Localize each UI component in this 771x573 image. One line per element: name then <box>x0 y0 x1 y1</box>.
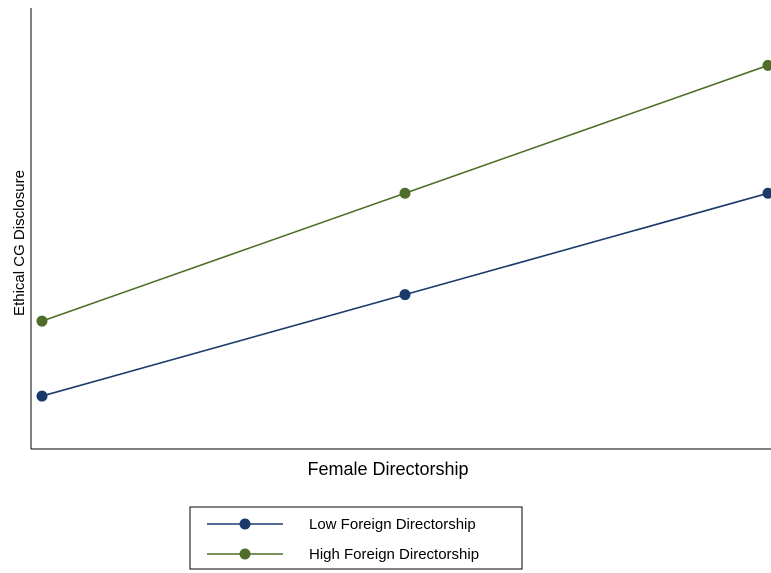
legend-label-low-foreign-directorship: Low Foreign Directorship <box>309 516 476 533</box>
x-axis-label: Female Directorship <box>307 459 468 479</box>
data-point-high-foreign-directorship <box>399 187 411 199</box>
data-point-high-foreign-directorship <box>762 59 771 71</box>
series-layer <box>36 59 771 402</box>
legend-marker-low-foreign-directorship <box>239 518 251 530</box>
legend-label-high-foreign-directorship: High Foreign Directorship <box>309 546 479 563</box>
legend-marker-high-foreign-directorship <box>239 548 251 560</box>
y-axis-label: Ethical CG Disclosure <box>11 170 28 316</box>
data-point-low-foreign-directorship <box>399 289 411 301</box>
legend: Low Foreign Directorship High Foreign Dir… <box>189 506 523 570</box>
data-point-high-foreign-directorship <box>36 315 48 327</box>
data-point-low-foreign-directorship <box>762 187 771 199</box>
data-point-low-foreign-directorship <box>36 390 48 402</box>
